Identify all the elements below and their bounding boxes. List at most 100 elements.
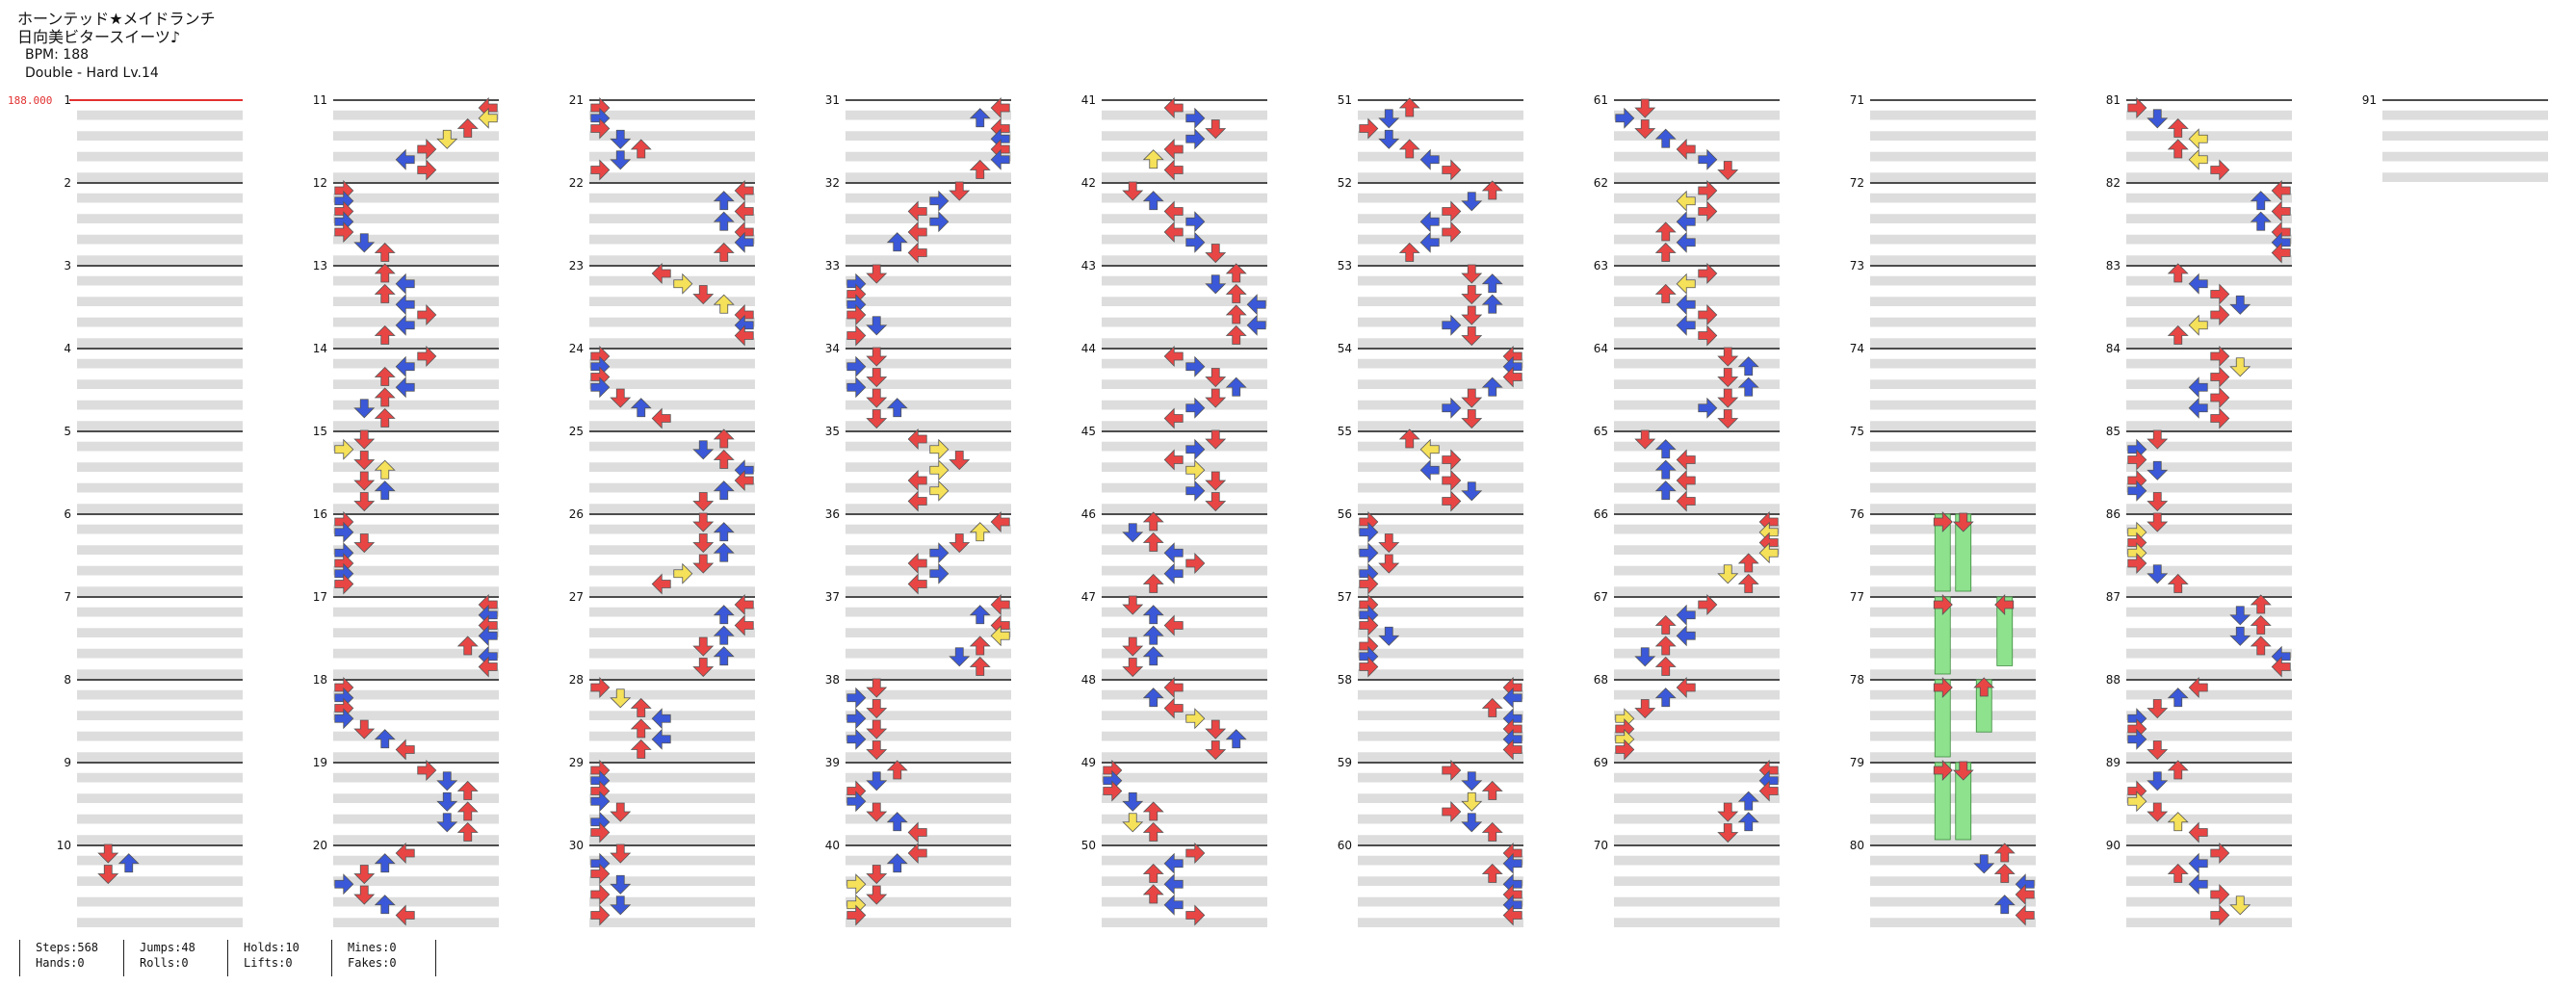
step-arrow	[334, 873, 354, 895]
step-arrow	[1698, 324, 1718, 347]
measure-stripe	[1358, 317, 1523, 327]
step-arrow	[846, 376, 867, 399]
measure-stripe	[1870, 896, 2036, 907]
measure-stripe	[2126, 628, 2292, 637]
step-arrow	[1676, 272, 1696, 295]
measure-stripe	[333, 441, 499, 452]
step-arrow	[734, 231, 754, 253]
measure-number: 90	[2106, 839, 2121, 852]
step-arrow	[2147, 512, 2169, 532]
measure-number: 49	[1081, 756, 1096, 769]
measure: 42	[1081, 176, 1267, 265]
measure-stripe	[1870, 607, 2036, 617]
step-arrow	[1122, 791, 1144, 812]
measure-stripe	[589, 214, 755, 223]
step-arrow	[395, 272, 415, 295]
measure-stripe	[1870, 110, 2036, 120]
step-arrow	[866, 885, 888, 905]
measure-number: 21	[569, 93, 584, 107]
step-arrow	[417, 760, 437, 781]
step-arrow	[590, 791, 611, 813]
step-arrow	[1442, 159, 1462, 181]
measure-stripe	[1614, 896, 1780, 907]
step-arrow	[1185, 231, 1206, 253]
measure-stripe	[1102, 504, 1267, 513]
step-arrow	[374, 407, 396, 428]
measure-number: 12	[313, 176, 327, 190]
measure-stripe	[1102, 317, 1267, 327]
measure-number: 69	[1594, 756, 1608, 769]
measure-stripe	[1870, 876, 2036, 886]
step-arrow	[866, 740, 888, 761]
step-arrow	[334, 521, 354, 543]
measure-number: 1	[64, 93, 71, 107]
stats-divider	[435, 940, 436, 976]
measure-stripe	[333, 896, 499, 907]
step-arrow	[692, 533, 715, 554]
step-arrow	[353, 399, 376, 419]
measure-number: 30	[569, 839, 584, 852]
measure: 25	[569, 425, 755, 513]
step-arrow	[1973, 677, 1995, 697]
measure-number: 64	[1594, 342, 1608, 355]
measure-number: 80	[1850, 839, 1864, 852]
measure-number: 9	[64, 756, 71, 769]
step-arrow	[1481, 863, 1503, 883]
measure-stripe	[1870, 193, 2036, 203]
measure-stripe	[1870, 565, 2036, 576]
step-arrow	[866, 388, 888, 408]
measure-stripe	[1870, 358, 2036, 369]
measure-stripe	[1358, 234, 1523, 245]
measure: 90	[2106, 839, 2292, 927]
measure-stripe	[589, 896, 755, 907]
measure-stripe	[77, 131, 243, 141]
step-arrow	[692, 492, 715, 512]
step-arrow	[2229, 606, 2251, 626]
measure-stripe	[1614, 669, 1780, 679]
step-arrow	[353, 492, 376, 512]
step-arrow	[866, 409, 888, 429]
step-arrow	[1142, 511, 1164, 532]
step-arrow	[1698, 304, 1718, 325]
measure-number: 33	[825, 259, 840, 272]
step-arrow	[2147, 429, 2169, 450]
step-arrow	[610, 150, 632, 170]
measure-stripe	[1358, 400, 1523, 410]
step-arrow	[2210, 366, 2230, 388]
measure-stripe	[333, 793, 499, 803]
measure-number: 27	[569, 590, 584, 604]
step-arrow	[692, 554, 715, 574]
measure: 77	[1850, 590, 2036, 679]
measure-stripe	[589, 110, 755, 120]
step-arrow	[1163, 200, 1184, 222]
step-arrow	[478, 625, 498, 647]
step-arrow	[1442, 760, 1462, 781]
measure-stripe	[1102, 358, 1267, 369]
measure-stripe	[333, 814, 499, 824]
measure-stripe	[846, 628, 1011, 637]
measure: 54	[1338, 342, 1523, 430]
measure-stripe	[1358, 358, 1523, 369]
measure: 74	[1850, 342, 2036, 430]
measure-stripe	[77, 214, 243, 223]
measure-stripe	[1614, 172, 1780, 182]
measure-stripe	[1614, 793, 1780, 803]
measure: 89	[2106, 756, 2292, 844]
measure: 6	[64, 507, 243, 596]
measure-stripe	[589, 855, 755, 866]
stats-group-mines: Mines:0 Fakes:0	[331, 940, 397, 976]
step-arrow	[1205, 274, 1227, 295]
measure-number: 8	[64, 673, 71, 687]
step-arrow	[1142, 688, 1164, 708]
measure-stripe	[1870, 814, 2036, 824]
measure-stripe	[589, 358, 755, 369]
measure-stripe	[1358, 151, 1523, 162]
measure-stripe	[1870, 793, 2036, 803]
measure-stripe	[1358, 669, 1523, 679]
step-arrow	[1717, 823, 1739, 843]
step-arrow	[1378, 533, 1400, 554]
measure-stripe	[589, 338, 755, 348]
step-arrow	[907, 221, 927, 243]
step-arrow	[590, 376, 611, 399]
step-arrow	[651, 263, 671, 284]
